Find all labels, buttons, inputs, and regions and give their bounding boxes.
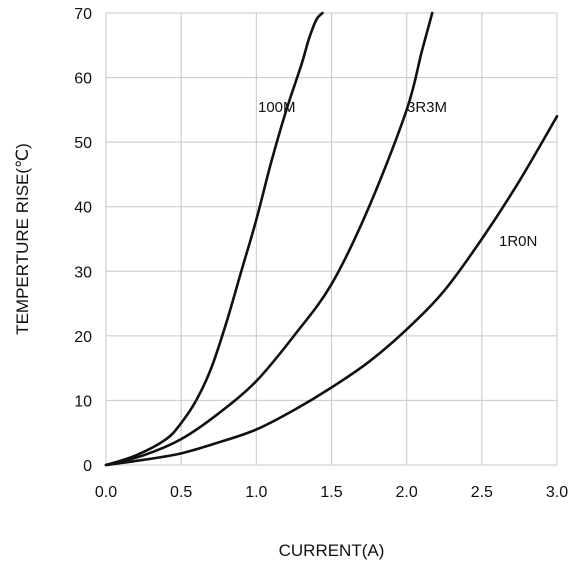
series-label-1r0n: 1R0N [499, 233, 537, 250]
series-curves [104, 11, 559, 467]
series-line-1r0n [104, 115, 559, 467]
y-tick-label: 30 [74, 264, 92, 281]
x-tick-label: 1.5 [320, 484, 342, 501]
series-label-100m: 100M [258, 99, 296, 116]
x-tick-label: 1.0 [245, 484, 267, 501]
x-tick-label: 2.5 [471, 484, 493, 501]
series-line-100m [104, 11, 324, 467]
series-line-3r3m [104, 11, 434, 467]
y-tick-label: 70 [74, 6, 92, 23]
series-label-3r3m: 3R3M [407, 99, 447, 116]
y-tick-label: 0 [83, 458, 92, 475]
y-axis-title: TEMPERTURE RISE(℃) [13, 143, 32, 335]
x-tick-label: 0.5 [170, 484, 192, 501]
plot-frame [105, 12, 558, 466]
x-axis-title: CURRENT(A) [279, 541, 385, 560]
x-tick-label: 0.0 [95, 484, 117, 501]
series-labels: 100M 3R3M 1R0N [258, 99, 537, 250]
y-tick-label: 60 [74, 71, 92, 88]
tick-labels: 0.0 0.5 1.0 1.5 2.0 2.5 3.0 0 10 20 30 40 50 60 70 [74, 6, 568, 501]
y-tick-label: 40 [74, 200, 92, 217]
gridlines [105, 12, 558, 466]
y-tick-label: 10 [74, 393, 92, 410]
y-tick-label: 20 [74, 329, 92, 346]
x-tick-label: 3.0 [546, 484, 568, 501]
y-tick-label: 50 [74, 135, 92, 152]
x-tick-label: 2.0 [396, 484, 418, 501]
